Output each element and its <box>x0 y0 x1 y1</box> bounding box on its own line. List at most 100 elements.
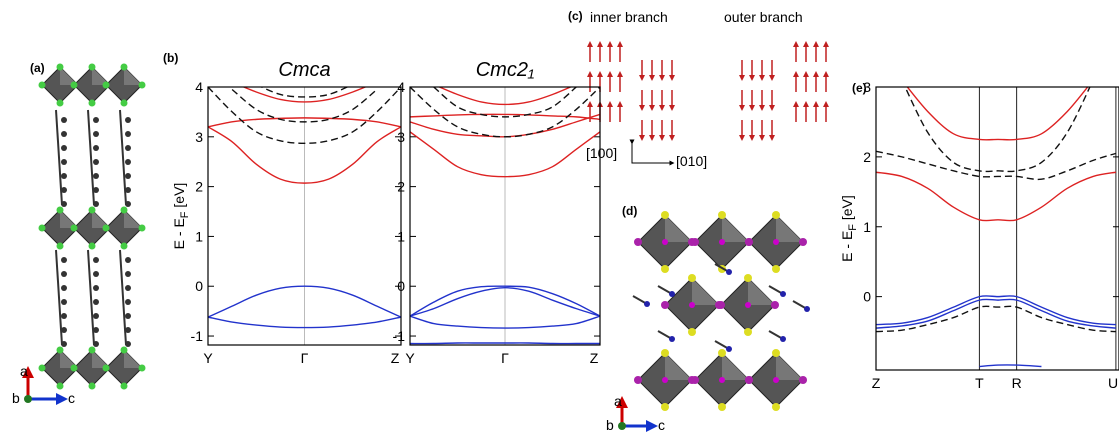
atom <box>669 291 675 297</box>
atom <box>772 211 780 219</box>
atom <box>89 64 96 71</box>
y-tick-label: 3 <box>397 129 405 145</box>
structure-a <box>39 64 146 390</box>
branch-label: inner branch <box>590 9 668 25</box>
direction-label: [100] <box>586 145 617 161</box>
y-tick-label: 3 <box>195 129 203 145</box>
atom <box>718 349 726 357</box>
x-tick-label: R <box>1012 375 1022 391</box>
band <box>902 80 1093 171</box>
atom <box>717 301 725 309</box>
atom <box>93 117 99 123</box>
x-tick-label: Z <box>590 350 599 366</box>
atom <box>71 365 78 372</box>
atom <box>57 64 64 71</box>
atom <box>57 207 64 214</box>
x-tick-label: Γ <box>301 350 309 366</box>
atom <box>103 82 110 89</box>
figure: (a) (b) (c) (d) (e) inner branch outer b… <box>0 0 1119 435</box>
y-tick-label: 2 <box>863 149 871 165</box>
atom <box>61 257 67 263</box>
axis-label: b <box>606 417 614 433</box>
atom <box>39 365 46 372</box>
octahedron-face <box>776 353 803 380</box>
x-tick-label: Y <box>405 350 415 366</box>
atom <box>139 225 146 232</box>
y-tick-label: 3 <box>863 79 871 95</box>
y-axis-label-part: [eV] <box>839 195 855 224</box>
axis-label: c <box>68 390 75 406</box>
atom <box>93 327 99 333</box>
octahedron-face <box>722 353 749 380</box>
band <box>410 343 600 344</box>
atom <box>125 271 131 277</box>
atom <box>125 173 131 179</box>
atom <box>93 313 99 319</box>
band <box>979 365 1041 367</box>
atom <box>125 257 131 263</box>
atom <box>745 238 753 246</box>
panel-label: (d) <box>622 204 637 218</box>
atom <box>61 327 67 333</box>
atom <box>744 328 752 336</box>
atom <box>744 274 752 282</box>
atom <box>93 341 99 347</box>
atom <box>139 82 146 89</box>
atom <box>669 336 675 342</box>
y-tick-label: 4 <box>397 79 405 95</box>
atom <box>89 347 96 354</box>
axis-label: b <box>12 390 20 406</box>
atom <box>93 201 99 207</box>
y-axis-label-part: E - E <box>839 231 855 262</box>
atom <box>93 187 99 193</box>
atom <box>103 365 110 372</box>
direction-arrows <box>632 142 672 163</box>
y-axis-label: E - EF [eV] <box>171 183 191 250</box>
atom <box>691 238 699 246</box>
atom <box>61 313 67 319</box>
atom <box>634 376 642 384</box>
atom <box>691 376 699 384</box>
atom <box>93 145 99 151</box>
octahedron-face <box>748 278 775 305</box>
y-tick-label: -1 <box>393 328 406 344</box>
spin-arrows <box>590 44 826 138</box>
y-axis-label-part: [eV] <box>171 183 187 212</box>
atom <box>89 100 96 107</box>
atom <box>103 225 110 232</box>
plot-title: Cmc2₁ <box>476 59 535 81</box>
atom <box>125 285 131 291</box>
y-tick-label: 1 <box>195 228 203 244</box>
atom <box>61 271 67 277</box>
atom <box>799 376 807 384</box>
atom <box>71 82 78 89</box>
x-tick-label: Γ <box>501 350 509 366</box>
axis-label: c <box>658 417 665 433</box>
atom <box>61 173 67 179</box>
atom <box>121 243 128 250</box>
atom <box>688 328 696 336</box>
atom <box>93 173 99 179</box>
atom <box>93 299 99 305</box>
band <box>876 172 1116 220</box>
panel-label: (b) <box>163 51 178 65</box>
atom <box>61 299 67 305</box>
atom <box>125 201 131 207</box>
atom <box>61 159 67 165</box>
axes-triad-d: a b c <box>606 393 665 433</box>
x-tick-label: Z <box>391 350 400 366</box>
atom <box>89 383 96 390</box>
octahedron-face <box>665 353 692 380</box>
atom <box>121 207 128 214</box>
atom <box>661 301 669 309</box>
atom <box>61 187 67 193</box>
x-tick-label: Z <box>872 375 881 391</box>
atom <box>125 341 131 347</box>
atom <box>745 302 751 308</box>
atom <box>773 377 779 383</box>
band <box>902 80 1093 140</box>
atom <box>634 238 642 246</box>
direction-label: [010] <box>676 153 707 169</box>
x-tick-label: Y <box>203 350 213 366</box>
